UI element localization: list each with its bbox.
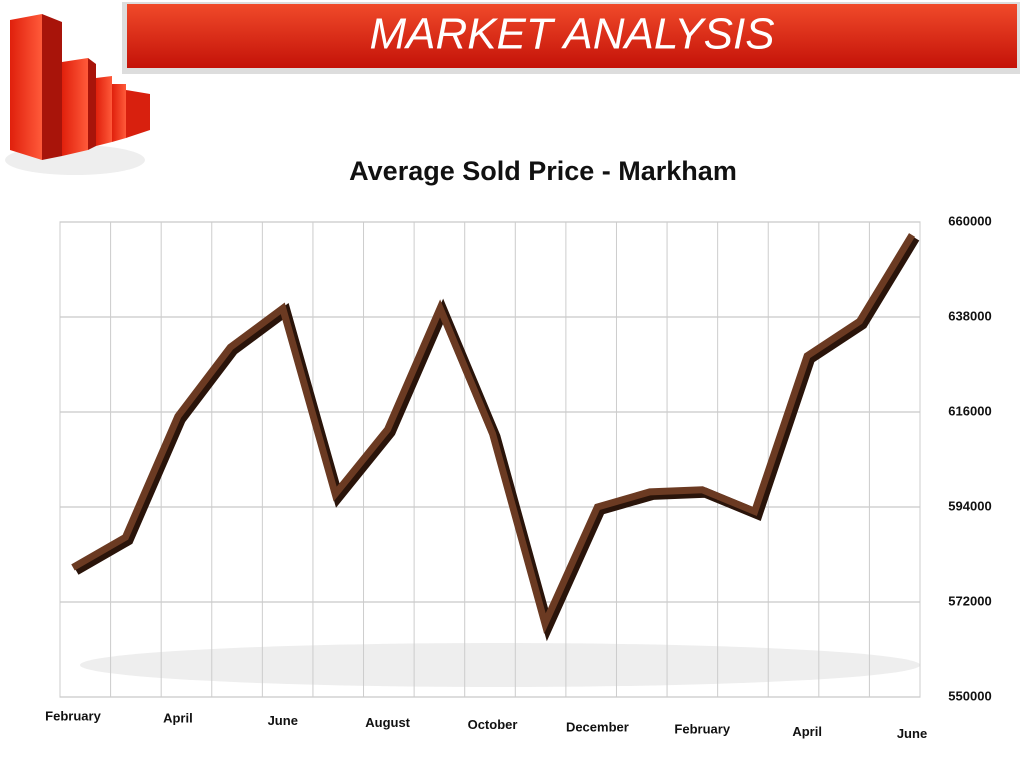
banner xyxy=(127,4,1017,68)
y-tick-label: 572000 xyxy=(948,593,991,608)
y-tick-label: 550000 xyxy=(948,688,991,703)
plot-area xyxy=(59,221,921,698)
y-tick-label: 660000 xyxy=(948,213,991,228)
y-tick-label: 638000 xyxy=(948,308,991,323)
y-tick-label: 594000 xyxy=(948,498,991,513)
slide-title: MARKET ANALYSIS xyxy=(369,10,774,59)
x-tick-label: October xyxy=(468,717,518,732)
x-tick-label: June xyxy=(268,713,298,728)
chart-title: Average Sold Price - Markham xyxy=(349,156,737,186)
x-tick-label: April xyxy=(792,724,822,739)
x-tick-label: February xyxy=(674,722,730,737)
shadow xyxy=(80,643,920,687)
x-tick-label: June xyxy=(897,726,927,741)
y-tick-label: 616000 xyxy=(948,403,991,418)
x-tick-label: August xyxy=(365,715,410,730)
logo-icon xyxy=(5,14,150,175)
line xyxy=(71,233,915,634)
x-tick-label: December xyxy=(566,719,629,734)
x-tick-label: February xyxy=(45,708,101,723)
x-tick-label: April xyxy=(163,711,193,726)
